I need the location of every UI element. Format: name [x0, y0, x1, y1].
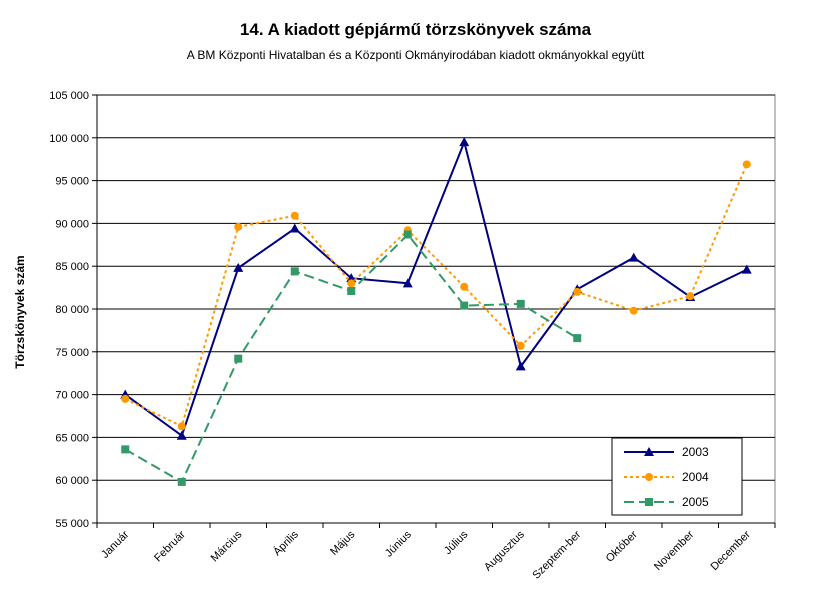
data-point-2004 — [121, 394, 130, 403]
data-point-2005 — [234, 354, 243, 363]
data-point-2003 — [741, 264, 752, 274]
data-point-2004 — [516, 341, 525, 350]
data-point-2004 — [177, 422, 186, 431]
series-group — [120, 137, 752, 486]
x-tick-label: December — [709, 528, 754, 573]
y-axis-label: Törzskönyvek szám — [13, 255, 27, 368]
data-point-2004 — [290, 211, 299, 220]
data-point-2003 — [628, 252, 639, 262]
data-point-2005 — [290, 267, 299, 276]
series-line-2004 — [124, 163, 748, 428]
legend-label-2003: 2003 — [682, 445, 709, 459]
y-tick-label: 60 000 — [55, 475, 89, 487]
series-2004 — [121, 160, 751, 431]
data-point-2005 — [573, 334, 582, 343]
data-point-2005 — [347, 287, 356, 296]
legend-marker-2003 — [644, 447, 654, 456]
x-tick-label: Augusztus — [482, 528, 527, 573]
legend: 2003 2004 2005 — [611, 437, 743, 516]
y-tick-label: 100 000 — [49, 133, 89, 145]
legend-marker-2005 — [645, 498, 653, 506]
data-point-2005 — [403, 230, 412, 239]
data-point-2004 — [742, 160, 751, 169]
data-point-2003 — [346, 273, 357, 283]
y-tick-label: 80 000 — [55, 304, 89, 316]
data-point-2004 — [686, 292, 695, 301]
x-tick-label: Február — [152, 528, 188, 564]
data-point-2005 — [460, 301, 469, 310]
x-tick-label: Május — [328, 528, 358, 558]
series-2005 — [121, 230, 582, 486]
data-point-2005 — [516, 299, 525, 308]
x-tick-label: Április — [270, 528, 301, 559]
x-tick-label: Október — [604, 528, 640, 564]
legend-label-2005: 2005 — [682, 495, 709, 509]
x-tick-label: Március — [209, 528, 245, 564]
y-tick-label: 90 000 — [55, 218, 89, 230]
x-tick-label: Szeptem-ber — [530, 528, 583, 581]
x-tick-label: Július — [442, 528, 471, 557]
data-point-2003 — [289, 223, 300, 233]
data-point-2003 — [233, 262, 244, 272]
y-tick-label: 95 000 — [55, 176, 89, 188]
legend-label-2004: 2004 — [682, 470, 709, 484]
x-tick-label: Január — [99, 528, 132, 561]
y-tick-label: 55 000 — [55, 518, 89, 530]
x-tick-label: Június — [383, 528, 414, 559]
data-point-2003 — [515, 361, 526, 371]
data-point-2004 — [629, 306, 638, 315]
y-tick-label: 75 000 — [55, 347, 89, 359]
data-point-2004 — [347, 279, 356, 288]
chart-subtitle: A BM Központi Hivatalban és a Központi O… — [186, 48, 645, 62]
chart-title: 14. A kiadott gépjármű törzskönyvek szám… — [239, 20, 592, 39]
legend-marker-2004 — [645, 473, 653, 481]
data-point-2005 — [177, 477, 186, 486]
data-point-2004 — [573, 287, 582, 296]
data-point-2004 — [234, 222, 243, 231]
data-point-2005 — [121, 445, 130, 454]
y-tick-label: 70 000 — [55, 390, 89, 402]
data-point-2003 — [176, 430, 187, 440]
y-tick-label: 105 000 — [49, 90, 89, 102]
data-point-2003 — [459, 137, 470, 147]
data-point-2003 — [402, 278, 413, 288]
x-tick-label: November — [652, 528, 697, 573]
series-line-2003 — [124, 138, 748, 438]
y-tick-label: 65 000 — [55, 432, 89, 444]
y-tick-label: 85 000 — [55, 261, 89, 273]
data-point-2004 — [460, 282, 469, 291]
